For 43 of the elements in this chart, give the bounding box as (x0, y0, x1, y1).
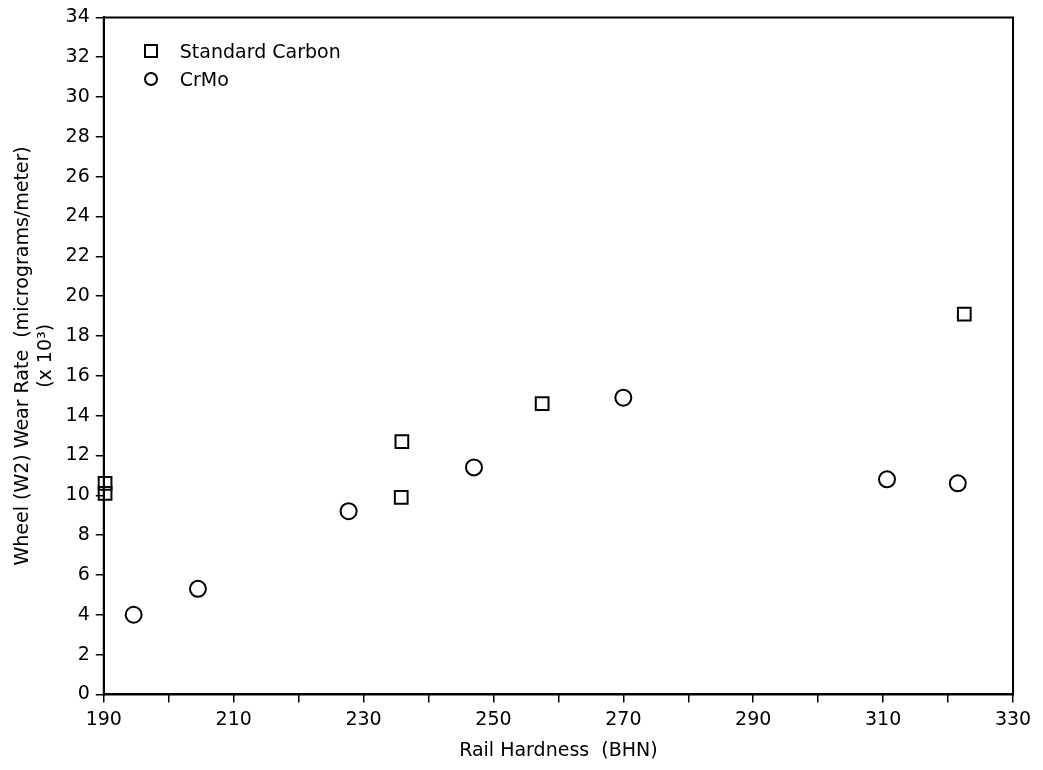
point (188, 579, 207, 598)
y-tick-label: 30 (65, 83, 90, 106)
x-axis-title: Rail Hardness (BHN) (459, 737, 658, 760)
y-tick-label: 8 (77, 522, 90, 545)
point (393, 489, 409, 505)
y-tick-label: 26 (65, 163, 90, 186)
point (878, 470, 897, 489)
y-tick-label: 20 (65, 283, 90, 306)
y-tick-label: 32 (65, 44, 90, 67)
point (97, 485, 113, 501)
x-tick-label: 270 (605, 706, 642, 729)
point (339, 502, 358, 521)
point (394, 434, 410, 449)
y-tick-label: 22 (65, 243, 90, 266)
y-tick-label: 16 (65, 362, 90, 385)
x-tick-label: 330 (994, 706, 1032, 729)
point (948, 474, 967, 493)
point (614, 388, 633, 407)
y-tick-label: 10 (65, 482, 90, 505)
x-tick-label: 290 (735, 706, 772, 729)
y-tick-label: 24 (65, 203, 90, 226)
point (534, 396, 550, 412)
point (97, 475, 113, 491)
point (956, 306, 972, 322)
y-tick-label: 18 (65, 322, 90, 345)
x-tick-label: 310 (864, 706, 902, 729)
y-tick-label: 0 (77, 681, 90, 704)
x-tick-label: 250 (475, 706, 512, 729)
y-tick-label: 12 (65, 442, 90, 465)
legend-label: Standard Carbon (179, 39, 341, 65)
y-tick-label: 28 (65, 123, 90, 146)
y-tick-label: 6 (77, 561, 90, 584)
legend-label: CrMo (179, 67, 229, 93)
x-tick-label: 230 (345, 706, 382, 729)
y-tick-label: 4 (77, 601, 90, 624)
point (124, 605, 143, 624)
x-tick-label: 190 (85, 706, 122, 729)
point (464, 458, 483, 477)
y-tick-label: 34 (65, 4, 90, 27)
y-tick-label: 14 (65, 402, 90, 425)
y-tick-label: 2 (77, 641, 90, 664)
x-tick-label: 210 (215, 706, 252, 729)
y-axis-title: Wheel (W2) Wear Rate (micrograms/meter) (x 10³) (10, 146, 56, 566)
